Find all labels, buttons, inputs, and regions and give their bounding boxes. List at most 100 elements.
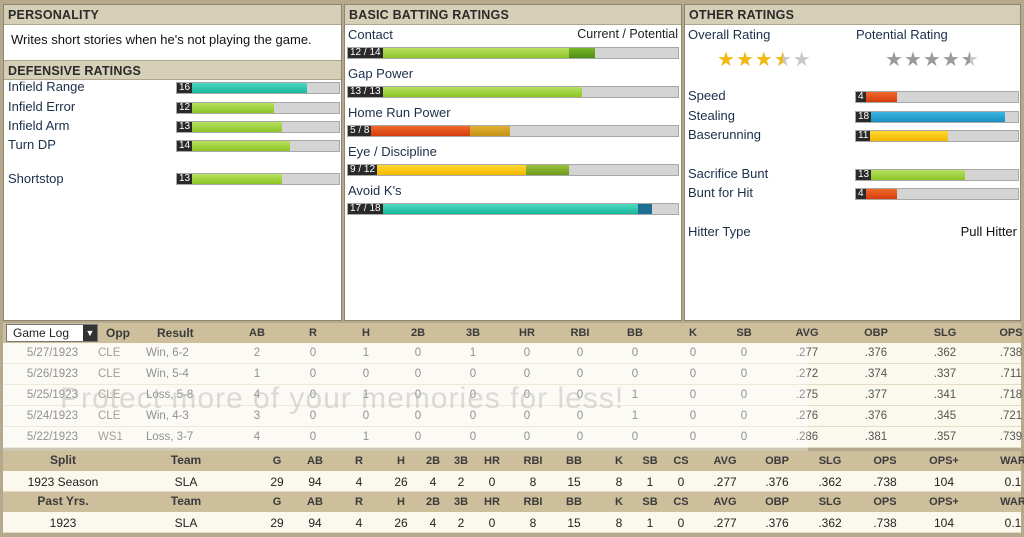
game-opponent[interactable]: CLE xyxy=(98,368,121,380)
game-log-col-header[interactable]: SLG xyxy=(933,327,957,339)
game-log-col-header[interactable]: OBP xyxy=(864,327,888,339)
past-col-header[interactable]: AB xyxy=(307,496,323,508)
past-years-row: 1923 SLA 29 94 4 26 4 2 0 8 15 8 1 0 .277 .376 .362 .738 1… xyxy=(3,512,1021,533)
split-stat-cell: 94 xyxy=(308,475,322,489)
past-col-header[interactable]: Past Yrs. xyxy=(37,494,89,508)
game-stat-cell: .337 xyxy=(933,368,957,380)
split-header: Split Team G AB R H 2B 3B HR RBI BB K SB CS AVG OBP SLG O… xyxy=(3,451,1024,471)
game-log-col-header[interactable]: R xyxy=(309,327,317,339)
past-col-header[interactable]: OPS xyxy=(873,496,897,508)
game-log-col-header[interactable]: SB xyxy=(736,327,752,339)
game-log-col-header[interactable]: H xyxy=(362,327,370,339)
past-col-header[interactable]: HR xyxy=(484,496,500,508)
batting-label: Contact xyxy=(348,27,393,42)
game-opponent[interactable]: CLE xyxy=(98,410,121,422)
past-col-header[interactable]: 3B xyxy=(453,496,469,508)
game-stat-cell: 0 xyxy=(414,389,422,401)
chevron-down-icon[interactable]: ▼ xyxy=(83,325,97,341)
defensive-rating-bar: 16 xyxy=(176,82,340,94)
game-log-col-header[interactable]: K xyxy=(689,327,697,339)
game-log-row[interactable]: 5/22/1923 WS1 Loss, 3-7 4 0 1 0 0 0 0 0 0 0 .286 .381.… xyxy=(3,427,1022,448)
game-stat-cell: 0 xyxy=(523,368,531,380)
potential-stars: ★★★★★★ xyxy=(885,47,980,72)
star-icon: ★ xyxy=(792,49,812,71)
game-log-col-header[interactable]: OPS xyxy=(999,327,1023,339)
game-stat-cell: .738 xyxy=(999,347,1023,359)
past-col-header[interactable]: SB xyxy=(642,496,658,508)
game-log-col-header[interactable]: 2B xyxy=(410,327,426,339)
current-potential-label: Current / Potential xyxy=(577,27,678,41)
split-stat-cell: 4 xyxy=(429,475,437,489)
split-col-header[interactable]: H xyxy=(397,455,405,467)
past-col-header[interactable]: SLG xyxy=(818,496,842,508)
game-log-col-header[interactable]: RBI xyxy=(570,327,590,339)
split-col-header[interactable]: G xyxy=(272,455,282,467)
other-rating-fill xyxy=(856,189,897,199)
game-stat-cell: .721 xyxy=(999,410,1023,422)
split-col-header[interactable]: HR xyxy=(484,455,500,467)
game-date: 5/24/1923 xyxy=(26,410,78,422)
game-log-col-header[interactable]: AVG xyxy=(795,327,819,339)
game-opponent[interactable]: CLE xyxy=(98,389,121,401)
split-col-header[interactable]: OBP xyxy=(765,455,789,467)
split-col-header[interactable]: OPS+ xyxy=(929,455,959,467)
past-col-header[interactable]: RBI xyxy=(523,496,543,508)
split-stat-cell: 15 xyxy=(567,475,581,489)
game-stat-cell: 0 xyxy=(576,389,584,401)
split-col-header[interactable]: Split xyxy=(50,453,76,467)
split-col-header[interactable]: CS xyxy=(673,455,689,467)
split-col-header[interactable]: AVG xyxy=(713,455,737,467)
past-col-header[interactable]: Team xyxy=(170,494,202,508)
game-log-col-header[interactable]: HR xyxy=(519,327,535,339)
split-col-header[interactable]: 3B xyxy=(453,455,469,467)
past-col-header[interactable]: AVG xyxy=(713,496,737,508)
batting-label: Eye / Discipline xyxy=(348,144,437,159)
game-log-row[interactable]: 5/24/1923 CLE Win, 4-3 3 0 0 0 0 0 0 1 0 0 .276 .376 .3… xyxy=(3,406,1023,427)
split-col-header[interactable]: RBI xyxy=(523,455,543,467)
game-log-col-header[interactable]: AB xyxy=(249,327,265,339)
game-stat-cell: 0 xyxy=(523,410,531,422)
other-rating-bar: 4 xyxy=(855,188,1019,200)
past-col-header[interactable]: R xyxy=(355,496,363,508)
past-col-header[interactable]: OPS+ xyxy=(929,496,959,508)
split-col-header[interactable]: AB xyxy=(307,455,323,467)
past-col-header[interactable]: K xyxy=(615,496,623,508)
game-log-col-header[interactable]: BB xyxy=(627,327,643,339)
game-opponent[interactable]: WS1 xyxy=(98,431,123,443)
game-result: Win, 5-4 xyxy=(146,368,189,380)
game-log-col-header[interactable]: Opp xyxy=(106,326,130,340)
split-col-header[interactable]: K xyxy=(615,455,623,467)
game-log-col-header[interactable]: 3B xyxy=(465,327,481,339)
past-col-header[interactable]: H xyxy=(397,496,405,508)
past-stat-cell: 29 xyxy=(270,516,284,530)
split-col-header[interactable]: SB xyxy=(642,455,658,467)
split-col-header[interactable]: 2B xyxy=(425,455,441,467)
game-log-row[interactable]: 5/27/1923 CLE Win, 6-2 2 0 1 0 1 0 0 0 0 0 .277 .376 .3… xyxy=(3,343,1023,364)
split-col-header[interactable]: BB xyxy=(566,455,582,467)
game-log-row[interactable]: 5/26/1923 CLE Win, 5-4 1 0 0 0 0 0 0 0 0 0 .272 .374 .3… xyxy=(3,364,1022,385)
game-log-col-header[interactable]: Result xyxy=(157,326,194,340)
game-stat-cell: .357 xyxy=(933,431,957,443)
batting-current-fill xyxy=(348,48,570,58)
batting-current-fill xyxy=(348,204,639,214)
game-stat-cell: .718 xyxy=(999,389,1023,401)
game-log-row[interactable]: 5/25/1923 CLE Loss, 5-8 4 0 1 0 0 0 0 1 0 0 .275 .377.… xyxy=(3,385,1023,406)
defensive-rating-bar: 12 xyxy=(176,102,340,114)
overall-stars: ★★★★★★ xyxy=(717,47,812,72)
position-rating-fill xyxy=(177,174,283,184)
defensive-label: Infield Arm xyxy=(8,118,70,133)
past-col-header[interactable]: BB xyxy=(566,496,582,508)
game-opponent[interactable]: CLE xyxy=(98,347,121,359)
split-col-header[interactable]: Team xyxy=(170,453,202,467)
split-col-header[interactable]: OPS xyxy=(873,455,897,467)
split-col-header[interactable]: SLG xyxy=(818,455,842,467)
past-col-header[interactable]: WAR xyxy=(1000,496,1024,508)
split-col-header[interactable]: R xyxy=(355,455,363,467)
past-col-header[interactable]: 2B xyxy=(425,496,441,508)
split-col-header[interactable]: WAR xyxy=(1000,455,1024,467)
past-col-header[interactable]: OBP xyxy=(765,496,789,508)
past-col-header[interactable]: G xyxy=(272,496,282,508)
game-stat-cell: .377 xyxy=(864,389,888,401)
game-log-select[interactable]: Game Log ▼ xyxy=(6,324,98,342)
past-col-header[interactable]: CS xyxy=(673,496,689,508)
